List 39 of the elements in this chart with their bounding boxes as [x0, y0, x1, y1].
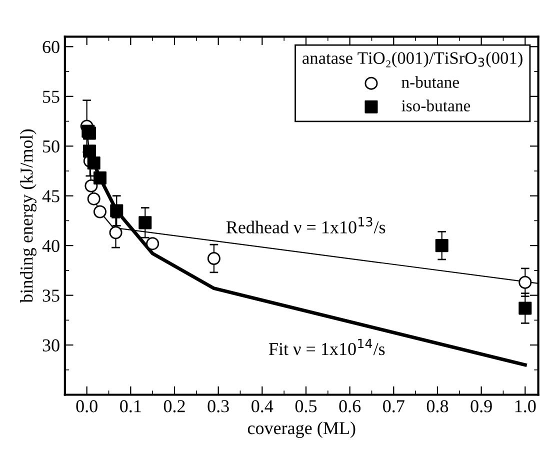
x-tick-label: 0.7	[383, 400, 404, 412]
legend-title: anatase TiO₂(001)/TiSrO$_{3}$(001)	[302, 52, 522, 68]
point	[87, 156, 100, 170]
x-tick-label: 0.8	[426, 400, 448, 412]
y-tick-label: 55	[43, 90, 60, 103]
x-tick-label: 0.9	[470, 400, 492, 412]
x-tick-label: 0.6	[339, 400, 361, 412]
point	[109, 226, 122, 240]
y-tick-label: 45	[42, 190, 60, 202]
y-tick-label: 40	[42, 240, 60, 252]
x-tick-label: 1.0	[515, 400, 536, 412]
point	[435, 239, 448, 252]
point	[518, 302, 532, 315]
x-axis-title: coverage (ML)	[248, 422, 356, 438]
x-tick-label: 0.1	[120, 400, 141, 412]
x-tick-label: 0.3	[208, 400, 229, 412]
annotation: Redhead ν = 1x10$^{13}$/s	[226, 216, 386, 234]
legend-label: n-butane	[402, 76, 459, 88]
x-tick-label: 0.2	[164, 400, 185, 412]
point	[84, 179, 98, 192]
x-tick-label: 0.4	[252, 400, 274, 412]
x-tick-label: 0.5	[295, 400, 317, 412]
legend-label: iso-butane	[402, 100, 470, 112]
y-tick-label: 35	[42, 290, 60, 302]
point	[146, 237, 160, 250]
y-tick-label: 60	[42, 40, 60, 54]
point	[207, 252, 220, 265]
y-tick-label: 30	[42, 339, 60, 352]
point	[82, 144, 96, 158]
point	[518, 276, 532, 289]
point	[93, 205, 106, 218]
point	[87, 192, 100, 206]
point	[110, 204, 124, 218]
annotation: Fit ν = 1x10$^{14}$/s	[268, 338, 385, 356]
y-tick-label: 50	[43, 140, 60, 153]
y-axis-title: binding energy (kJ/mol)	[20, 129, 36, 303]
x-tick-label: 0.0	[76, 400, 98, 412]
point	[93, 171, 106, 184]
point	[138, 216, 152, 230]
